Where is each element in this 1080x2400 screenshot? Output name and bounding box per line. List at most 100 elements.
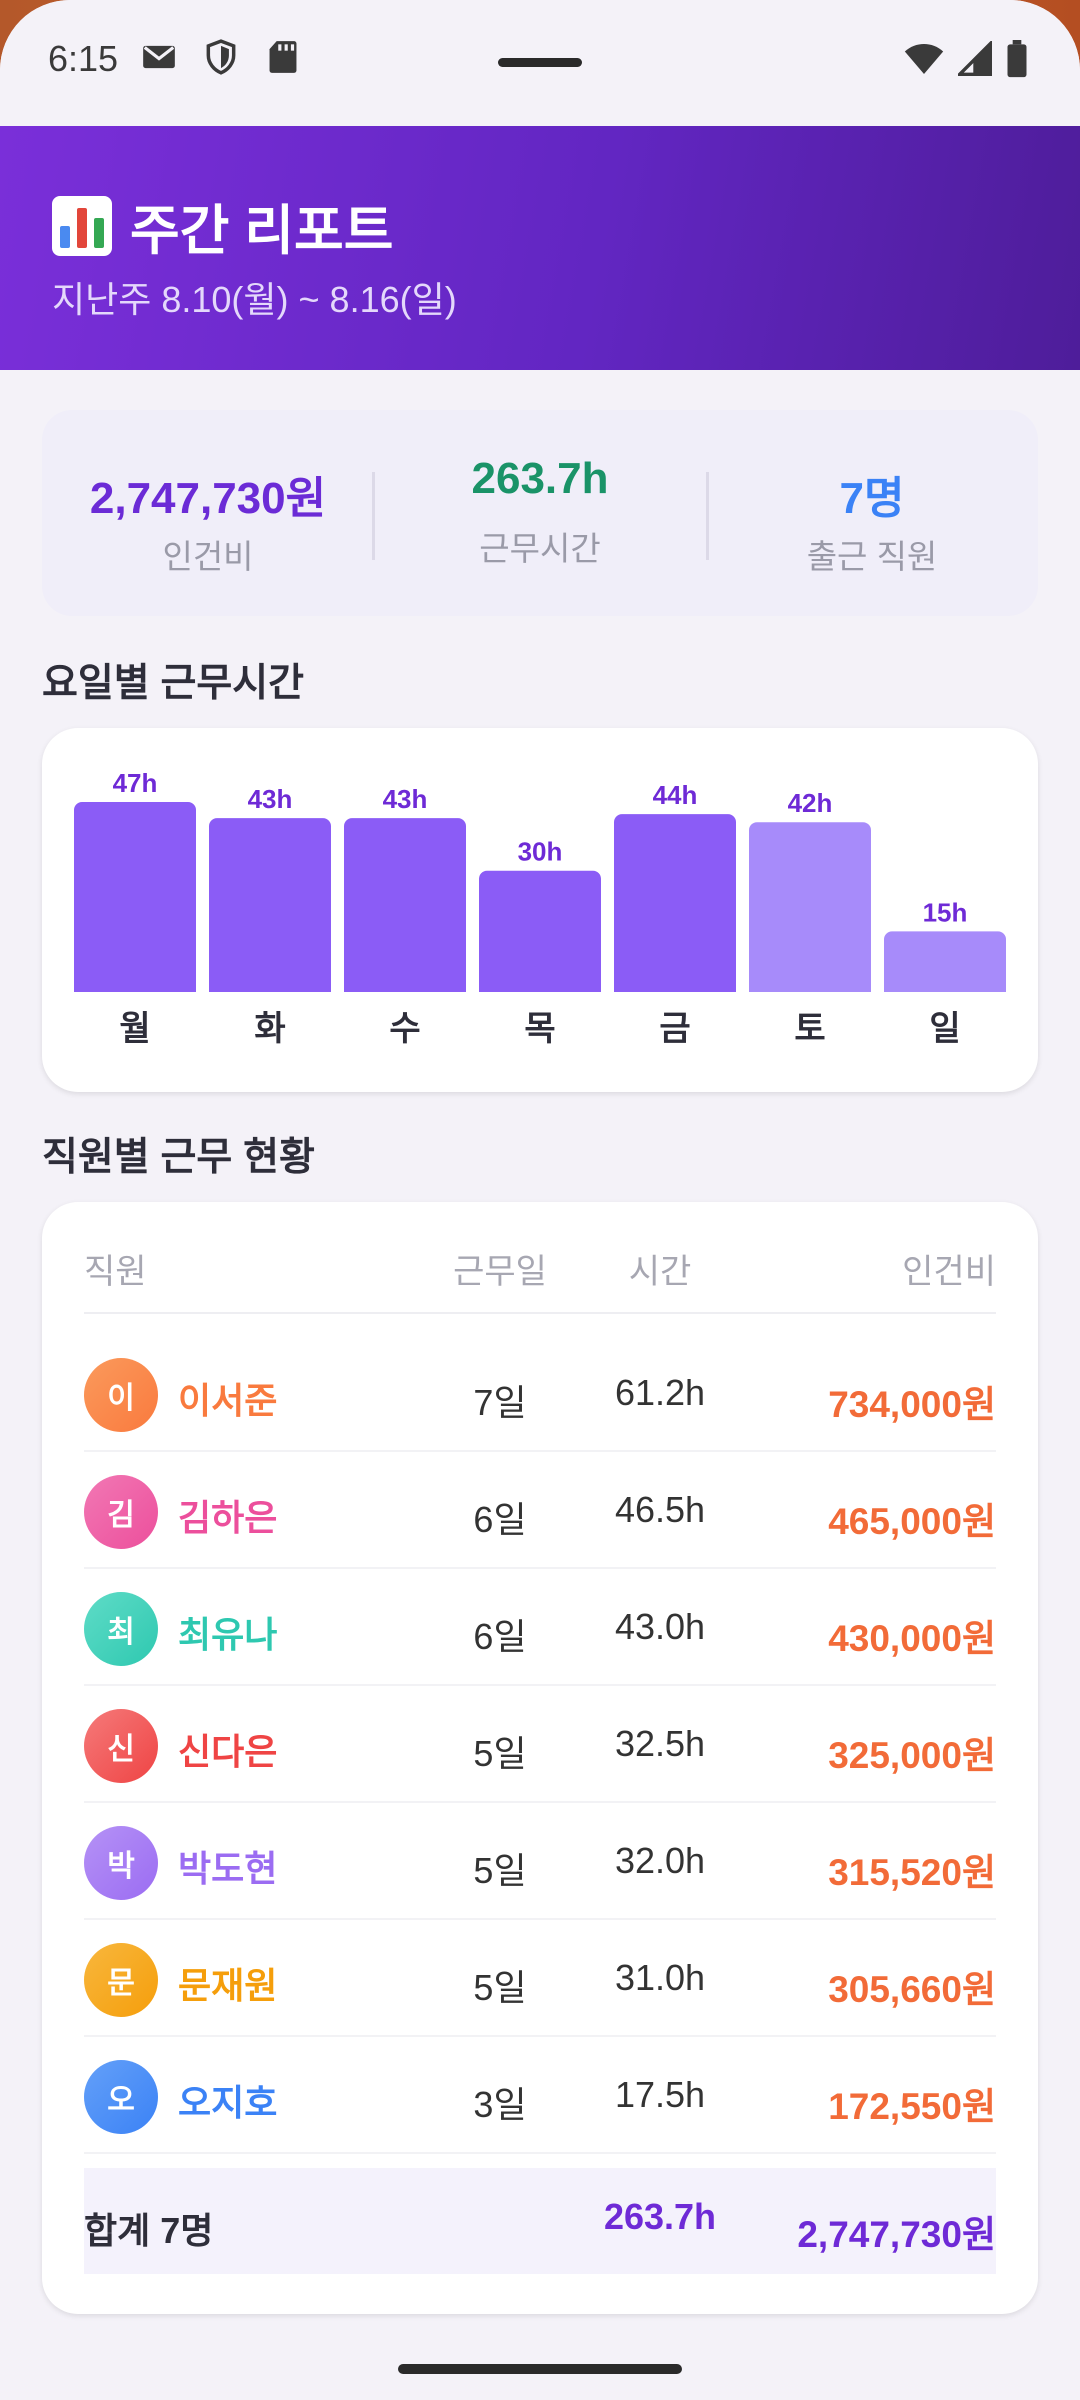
home-indicator[interactable] (398, 2364, 682, 2374)
bar-chart-icon (52, 195, 112, 256)
labor-cost: 325,000원 (828, 1735, 996, 1776)
bar-base-금 (614, 982, 736, 992)
work-days: 5일 (473, 1850, 527, 1891)
bar-category-label: 목 (524, 1010, 555, 1048)
bar-value-label: 47h (113, 768, 158, 798)
divider (706, 472, 709, 560)
work-hours: 32.0h (614, 1840, 706, 1881)
labor-cost: 430,000원 (828, 1618, 996, 1659)
bar-토 (749, 822, 871, 992)
table-row[interactable]: 박 박도현 5일 32.0h 315,520원 (84, 1804, 996, 1920)
status-time: 6:15 (48, 38, 119, 79)
bar-금 (614, 814, 736, 992)
table-row[interactable]: 신 신다은 5일 32.5h 325,000원 (84, 1687, 996, 1803)
bar-value-label: 15h (923, 897, 968, 927)
bar-화 (209, 818, 331, 992)
summary-staff-count: 7명 출근 직원 (706, 410, 1038, 616)
avatar: 박 (84, 1826, 158, 1900)
date-range: 지난주 8.10(월) ~ 8.16(일) (52, 279, 457, 320)
mail-icon (140, 38, 178, 76)
bar-base-일 (884, 982, 1006, 992)
sd-card-icon (264, 38, 302, 76)
daily-hours-chart: 47h 월 43h 화 43h 수 30h 목 44h 금 42h 토 15h 일 (74, 768, 1006, 1048)
work-days: 5일 (473, 1733, 527, 1774)
table-header: 직원 근무일 시간 인건비 (84, 1244, 996, 1314)
bar-월 (74, 802, 196, 992)
battery-icon (1006, 40, 1028, 83)
work-days: 6일 (473, 1499, 527, 1540)
staff-name: 신다은 (178, 1731, 278, 1772)
header-days: 근무일 (453, 1253, 547, 1291)
avatar: 최 (84, 1592, 158, 1666)
bar-일 (884, 931, 1006, 992)
staff-name: 박도현 (178, 1848, 278, 1889)
summary-labor-cost: 2,747,730원 인건비 (42, 410, 374, 616)
staff-section-title: 직원별 근무 현황 (42, 1136, 315, 1179)
staff-count-label: 출근 직원 (806, 538, 938, 575)
signal-icon (955, 39, 992, 82)
staff-table-card: 직원 근무일 시간 인건비 이 이서준 7일 61.2h 734,000원 김 김하은 6일 4… (42, 1202, 1038, 2314)
work-hours: 43.0h (614, 1606, 706, 1647)
staff-name: 이서준 (178, 1380, 278, 1421)
labor-cost: 465,000원 (828, 1501, 996, 1542)
header-pay: 인건비 (902, 1253, 996, 1291)
bar-base-수 (344, 982, 466, 992)
bar-base-월 (74, 982, 196, 992)
table-row[interactable]: 문 문재원 5일 31.0h 305,660원 (84, 1921, 996, 2037)
bar-수 (344, 818, 466, 992)
total-pay: 2,747,730원 (797, 2214, 996, 2255)
labor-cost: 172,550원 (828, 2086, 996, 2127)
avatar: 신 (84, 1709, 158, 1783)
labor-cost: 305,660원 (828, 1969, 996, 2010)
bar-base-목 (479, 982, 601, 992)
bar-value-label: 30h (518, 837, 563, 867)
work-days: 5일 (473, 1967, 527, 2008)
work-days: 6일 (473, 1616, 527, 1657)
bar-base-토 (749, 982, 871, 992)
page-title-text: 주간 리포트 (130, 201, 394, 261)
bar-category-label: 월 (119, 1010, 150, 1048)
bar-base-화 (209, 982, 331, 992)
avatar: 문 (84, 1943, 158, 2017)
labor-cost-value: 2,747,730원 (89, 474, 327, 523)
staff-name: 김하은 (178, 1497, 278, 1538)
header-staff: 직원 (84, 1253, 147, 1291)
total-label: 합계 7명 (84, 2210, 214, 2251)
staff-count-value: 7명 (839, 474, 905, 523)
work-hours: 46.5h (614, 1489, 706, 1530)
work-days: 3일 (473, 2084, 527, 2125)
bar-value-label: 44h (653, 780, 698, 810)
staff-name: 문재원 (178, 1965, 278, 2006)
bar-category-label: 일 (929, 1010, 960, 1048)
summary-work-hours: 263.7h 근무시간 (374, 410, 706, 616)
labor-cost: 734,000원 (828, 1384, 996, 1425)
table-row[interactable]: 최 최유나 6일 43.0h 430,000원 (84, 1570, 996, 1686)
summary-card: 2,747,730원 인건비 263.7h 근무시간 7명 출근 직원 (42, 410, 1038, 616)
avatar: 오 (84, 2060, 158, 2134)
work-hours: 31.0h (614, 1957, 706, 1998)
chart-section-title: 요일별 근무시간 (42, 662, 304, 705)
bar-목 (479, 870, 601, 992)
total-hours: 263.7h (603, 2196, 717, 2237)
work-hours: 32.5h (614, 1723, 706, 1764)
labor-cost-label: 인건비 (162, 538, 254, 575)
table-row[interactable]: 이 이서준 7일 61.2h 734,000원 (84, 1336, 996, 1452)
divider (372, 472, 375, 560)
work-days: 7일 (473, 1382, 527, 1423)
table-row[interactable]: 오 오지호 3일 17.5h 172,550원 (84, 2038, 996, 2154)
work-hours: 17.5h (614, 2074, 706, 2115)
table-total-row: 합계 7명 263.7h 2,747,730원 (84, 2168, 996, 2274)
work-hours: 61.2h (614, 1372, 706, 1413)
status-bar: 6:15 (0, 0, 1080, 126)
bar-value-label: 42h (788, 788, 833, 818)
page-title: 주간 리포트 (52, 186, 393, 265)
report-header: 주간 리포트 지난주 8.10(월) ~ 8.16(일) (0, 126, 1080, 370)
bar-value-label: 43h (248, 784, 293, 814)
bar-category-label: 화 (254, 1010, 285, 1048)
daily-hours-chart-card: 47h 월 43h 화 43h 수 30h 목 44h 금 42h 토 15h 일 (42, 728, 1038, 1092)
table-row[interactable]: 김 김하은 6일 46.5h 465,000원 (84, 1453, 996, 1569)
camera-pill (498, 58, 582, 67)
staff-name: 오지호 (178, 2082, 278, 2123)
labor-cost: 315,520원 (828, 1852, 996, 1893)
